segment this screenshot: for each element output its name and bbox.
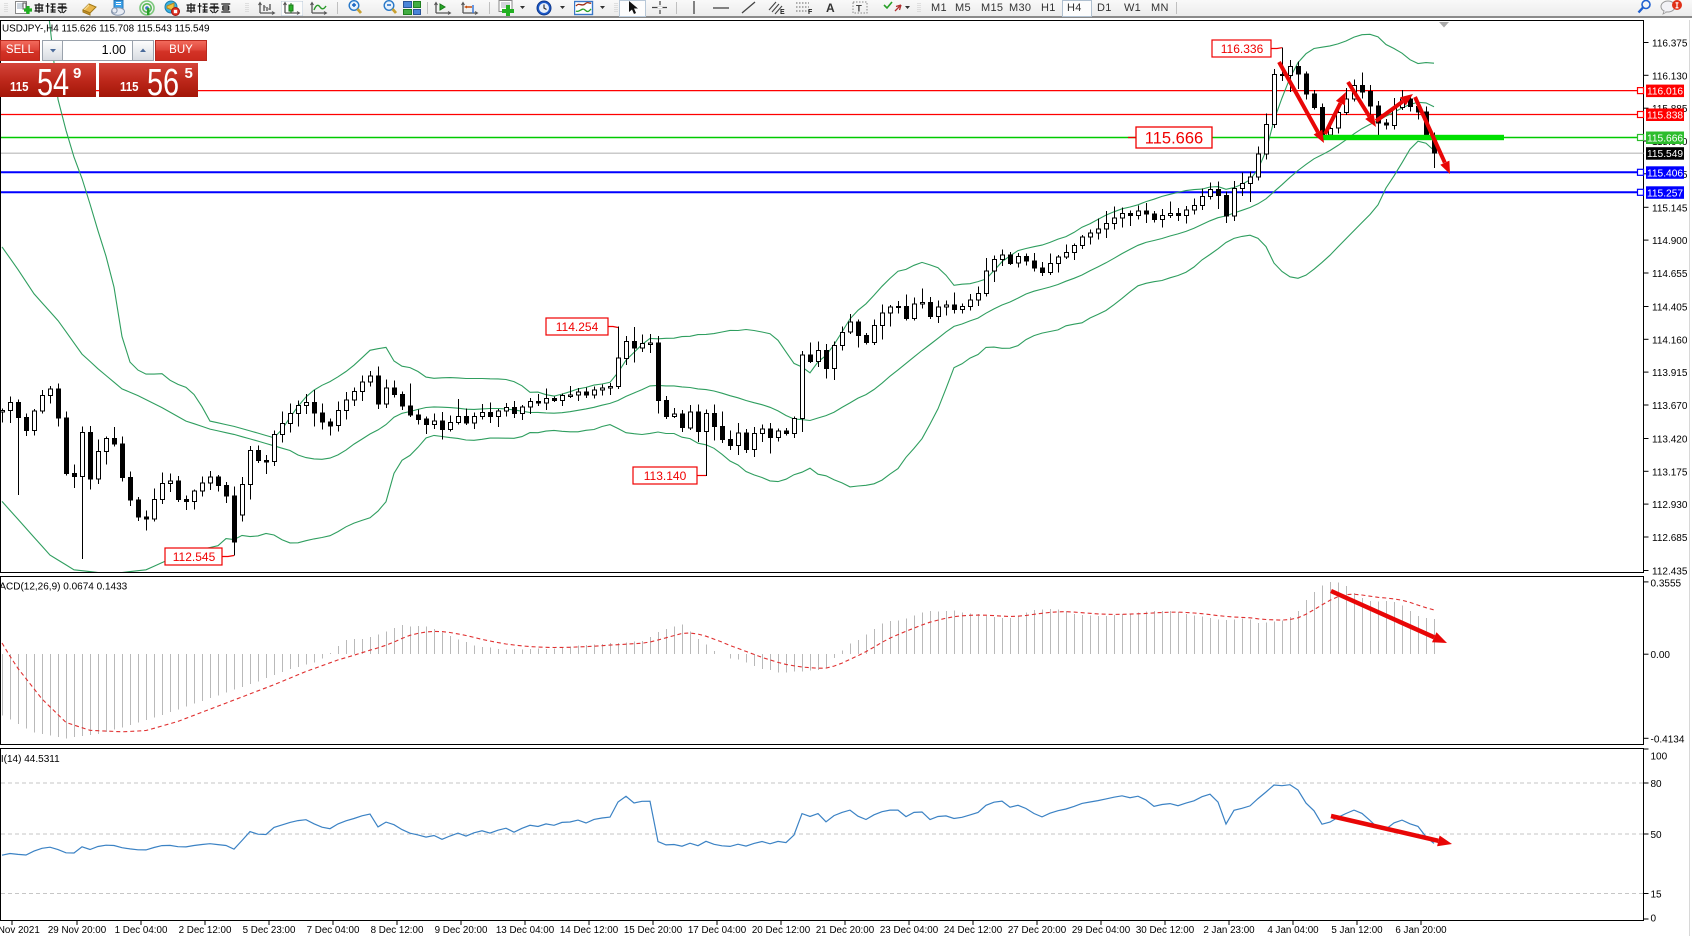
svg-text:114.405: 114.405 xyxy=(1652,303,1688,314)
svg-text:113.420: 113.420 xyxy=(1652,435,1688,446)
svg-text:14 Dec 12:00: 14 Dec 12:00 xyxy=(560,925,619,936)
svg-text:21 Dec 20:00: 21 Dec 20:00 xyxy=(816,925,875,936)
svg-text:115.257: 115.257 xyxy=(1647,188,1683,199)
svg-text:112.685: 112.685 xyxy=(1652,533,1688,544)
svg-text:-0.4134: -0.4134 xyxy=(1651,734,1685,745)
svg-text:113.175: 113.175 xyxy=(1652,467,1688,478)
svg-text:0.00: 0.00 xyxy=(1651,650,1671,661)
svg-text:23 Dec 04:00: 23 Dec 04:00 xyxy=(880,925,939,936)
svg-text:116.375: 116.375 xyxy=(1652,39,1688,50)
svg-text:MACD(12,26,9) 0.0674 0.1433: MACD(12,26,9) 0.0674 0.1433 xyxy=(0,582,128,593)
svg-text:113.670: 113.670 xyxy=(1652,401,1688,412)
svg-text:13 Dec 04:00: 13 Dec 04:00 xyxy=(496,925,555,936)
svg-text:116.336: 116.336 xyxy=(1221,42,1264,56)
svg-text:5 Dec 23:00: 5 Dec 23:00 xyxy=(243,925,296,936)
svg-text:20 Dec 12:00: 20 Dec 12:00 xyxy=(752,925,811,936)
svg-text:7 Dec 04:00: 7 Dec 04:00 xyxy=(307,925,360,936)
svg-text:1 Dec 04:00: 1 Dec 04:00 xyxy=(115,925,168,936)
svg-text:26 Nov 2021: 26 Nov 2021 xyxy=(0,925,40,936)
svg-text:6 Jan 20:00: 6 Jan 20:00 xyxy=(1395,925,1447,936)
svg-text:2 Dec 12:00: 2 Dec 12:00 xyxy=(179,925,232,936)
svg-text:29 Nov 20:00: 29 Nov 20:00 xyxy=(48,925,107,936)
svg-text:15 Dec 20:00: 15 Dec 20:00 xyxy=(624,925,683,936)
svg-text:29 Dec 04:00: 29 Dec 04:00 xyxy=(1072,925,1131,936)
svg-text:5 Jan 12:00: 5 Jan 12:00 xyxy=(1331,925,1383,936)
svg-text:112.930: 112.930 xyxy=(1652,500,1688,511)
svg-text:115.145: 115.145 xyxy=(1652,203,1688,214)
svg-text:113.140: 113.140 xyxy=(644,469,687,483)
svg-text:50: 50 xyxy=(1651,830,1663,841)
svg-text:E: E xyxy=(780,9,785,16)
svg-text:116.130: 116.130 xyxy=(1652,71,1688,82)
svg-text:RSI(14) 44.5311: RSI(14) 44.5311 xyxy=(0,754,60,765)
svg-text:2 Jan 23:00: 2 Jan 23:00 xyxy=(1203,925,1255,936)
svg-text:17 Dec 04:00: 17 Dec 04:00 xyxy=(688,925,747,936)
svg-text:80: 80 xyxy=(1651,779,1663,790)
svg-text:T: T xyxy=(856,4,862,15)
svg-text:100: 100 xyxy=(1651,752,1668,763)
svg-text:116.016: 116.016 xyxy=(1647,87,1683,98)
svg-text:9 Dec 20:00: 9 Dec 20:00 xyxy=(435,925,488,936)
svg-text:115.549: 115.549 xyxy=(1647,149,1683,160)
svg-text:112.435: 112.435 xyxy=(1652,567,1688,578)
svg-text:112.545: 112.545 xyxy=(173,550,216,564)
svg-text:115.838: 115.838 xyxy=(1647,111,1683,122)
svg-text:27 Dec 20:00: 27 Dec 20:00 xyxy=(1008,925,1067,936)
svg-text:F: F xyxy=(808,9,813,16)
svg-text:15: 15 xyxy=(1651,890,1663,901)
svg-text:115.666: 115.666 xyxy=(1647,134,1683,145)
svg-text:114.655: 114.655 xyxy=(1652,269,1688,280)
svg-text:0: 0 xyxy=(1651,914,1657,925)
svg-text:4 Jan 04:00: 4 Jan 04:00 xyxy=(1267,925,1319,936)
svg-text:30 Dec 12:00: 30 Dec 12:00 xyxy=(1136,925,1195,936)
svg-text:113.915: 113.915 xyxy=(1652,368,1688,379)
svg-text:0.3555: 0.3555 xyxy=(1651,579,1682,590)
svg-text:24 Dec 12:00: 24 Dec 12:00 xyxy=(944,925,1003,936)
svg-text:USDJPY-,H4 115.626 115.708 11: USDJPY-,H4 115.626 115.708 115.543 115.5… xyxy=(2,24,210,35)
svg-text:114.160: 114.160 xyxy=(1652,335,1688,346)
svg-text:114.900: 114.900 xyxy=(1652,236,1688,247)
svg-text:115.406: 115.406 xyxy=(1647,168,1683,179)
svg-text:8 Dec 12:00: 8 Dec 12:00 xyxy=(371,925,424,936)
svg-text:114.254: 114.254 xyxy=(556,320,599,334)
svg-text:115.666: 115.666 xyxy=(1145,130,1203,148)
